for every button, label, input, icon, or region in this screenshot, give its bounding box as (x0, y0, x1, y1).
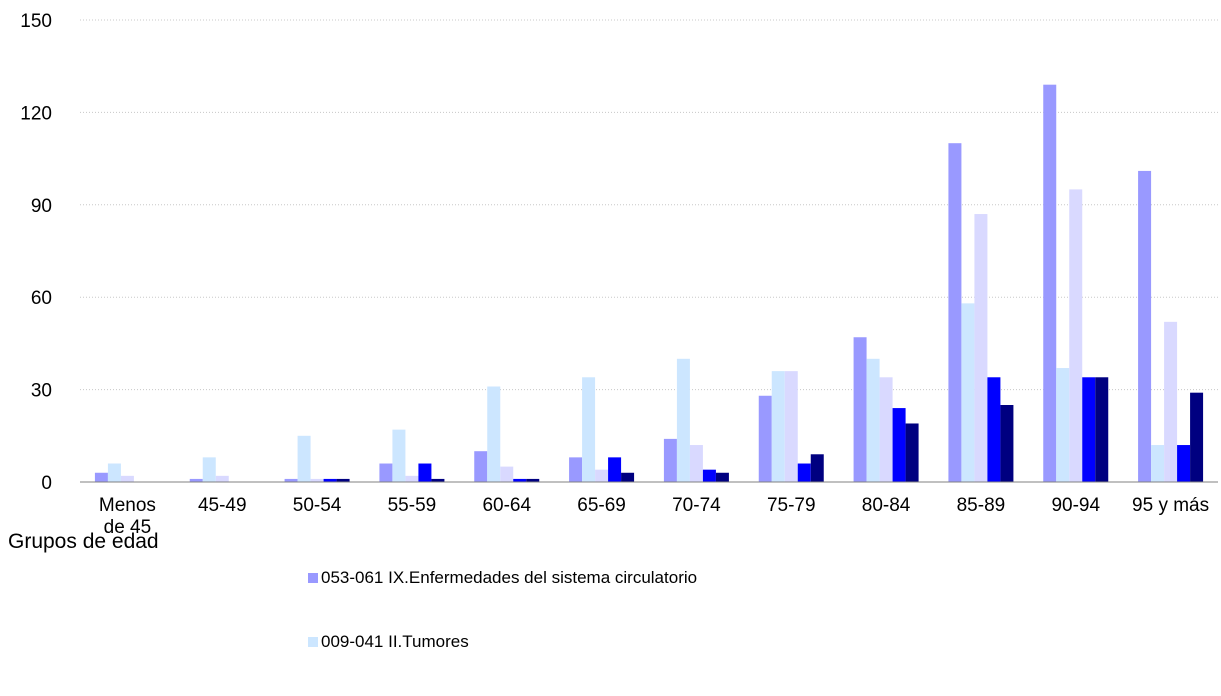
bar (689, 445, 703, 482)
legend-swatch-circulatorio (308, 573, 318, 583)
bar (1138, 170, 1152, 483)
bar (297, 435, 311, 482)
bar (120, 475, 134, 482)
bar (431, 478, 445, 482)
bar (526, 478, 540, 482)
legend-swatch-tumores (308, 637, 318, 647)
x-tick-label: 70-74 (672, 495, 721, 516)
y-tick-label: 30 (31, 381, 52, 402)
bar (189, 478, 203, 482)
legend: 053-061 IX.Enfermedades del sistema circ… (308, 568, 697, 696)
bar (608, 457, 622, 482)
bar (1164, 321, 1178, 482)
bar (758, 395, 772, 482)
legend-item-circulatorio: 053-061 IX.Enfermedades del sistema circ… (308, 568, 697, 588)
bars (94, 84, 1204, 483)
bar (323, 478, 337, 482)
bar (879, 377, 893, 482)
x-tick-label: 50-54 (293, 495, 342, 516)
bar (202, 457, 216, 482)
bar (513, 478, 527, 482)
legend-label-circulatorio: 053-061 IX.Enfermedades del sistema circ… (321, 568, 698, 587)
bar (1190, 392, 1204, 482)
bar (379, 463, 393, 482)
y-tick-label: 0 (41, 473, 52, 494)
bar (310, 478, 324, 482)
x-tick-label: 90-94 (1051, 495, 1100, 516)
x-tick-label: 95 y más (1132, 495, 1209, 516)
bar (702, 469, 716, 482)
legend-label-tumores: 009-041 II.Tumores (321, 632, 469, 651)
bar (974, 214, 988, 483)
bar (392, 429, 406, 482)
bar (1177, 445, 1191, 482)
x-tick-label: 60-64 (482, 495, 531, 516)
bar (987, 377, 1001, 482)
x-tick-label: 80-84 (862, 495, 911, 516)
bar (336, 478, 350, 482)
x-tick-label: 55-59 (388, 495, 437, 516)
bar (94, 472, 108, 482)
bar (284, 478, 298, 482)
bar (1151, 445, 1165, 482)
y-tick-label: 60 (31, 288, 52, 309)
x-tick-label: 45-49 (198, 495, 247, 516)
x-tick-label: Menos de 45 (99, 495, 156, 538)
bar (797, 463, 811, 482)
bar (1000, 405, 1014, 482)
bar (771, 371, 785, 482)
bar (487, 386, 501, 482)
x-tick-label: 85-89 (957, 495, 1006, 516)
bar (405, 475, 419, 482)
bar (569, 457, 583, 482)
bar (474, 451, 488, 482)
x-axis-title: Grupos de edad (8, 530, 159, 553)
bar (582, 377, 596, 482)
bar (1069, 189, 1083, 482)
bar (948, 143, 962, 482)
bar (1043, 84, 1057, 483)
y-tick-label: 120 (20, 103, 52, 124)
bar (1082, 377, 1096, 482)
bar (500, 466, 514, 482)
bar (810, 454, 824, 482)
x-axis-ticks: Menos de 45 45-49 50-54 55-59 60-64 65-69 70-74… (99, 495, 1209, 538)
bar (715, 472, 729, 482)
bar (107, 463, 121, 482)
bar (1095, 377, 1109, 482)
y-axis-ticks: 0 30 60 90 120 150 (20, 11, 52, 494)
y-tick-label: 90 (31, 196, 52, 217)
x-tick-label: 65-69 (577, 495, 626, 516)
bar (961, 303, 975, 482)
bar (784, 371, 798, 482)
bar (892, 408, 906, 482)
bar (853, 337, 867, 482)
bar (1056, 368, 1070, 482)
bar (676, 358, 690, 482)
bar (905, 423, 919, 482)
bar-chart: 0 30 60 90 120 150 Menos de 45 45-49 50-54 55-59 6… (20, 11, 1218, 538)
bar (418, 463, 432, 482)
gridlines (80, 19, 1218, 391)
y-tick-label: 150 (20, 11, 52, 32)
x-tick-label: 75-79 (767, 495, 816, 516)
bar (866, 358, 880, 482)
bar (621, 472, 635, 482)
legend-item-tumores: 009-041 II.Tumores (308, 632, 697, 652)
bar (663, 438, 677, 482)
bar (595, 469, 609, 482)
bar (215, 475, 229, 482)
